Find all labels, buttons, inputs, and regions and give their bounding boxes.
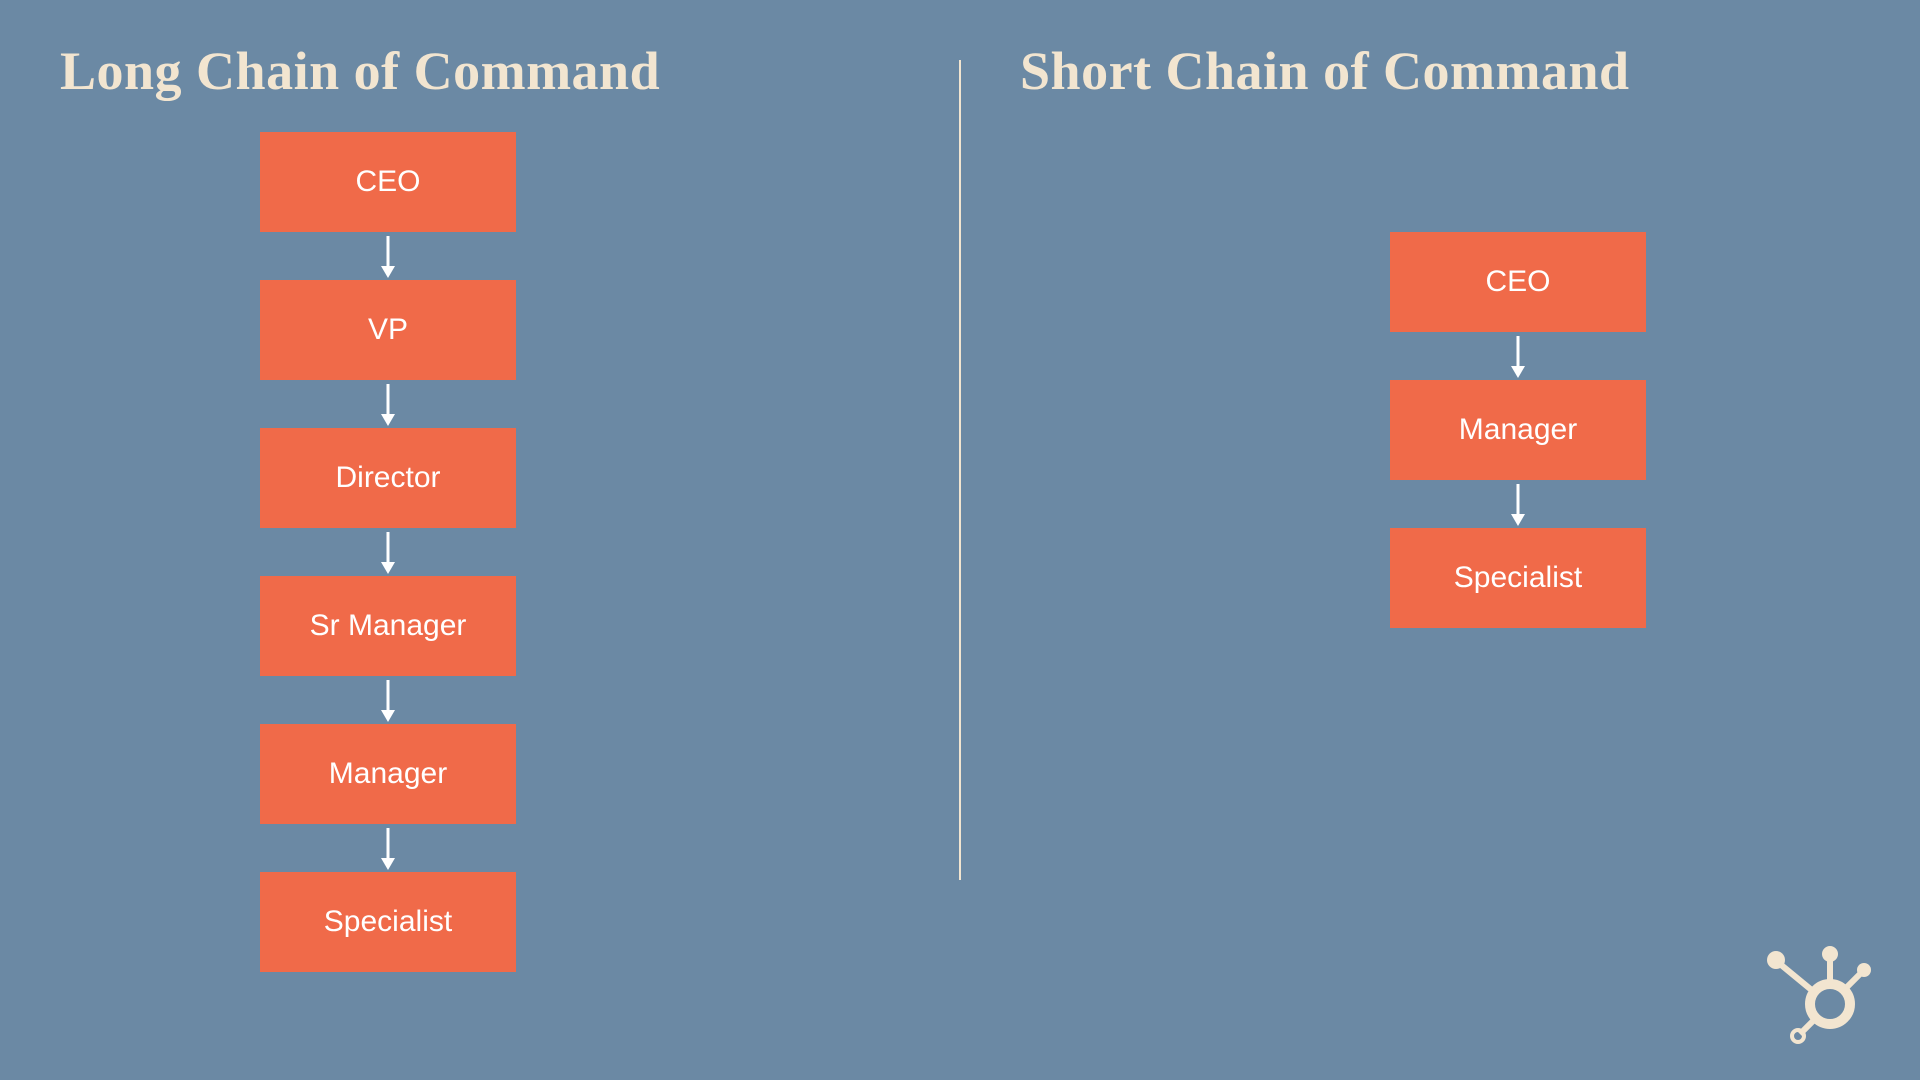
left-chain: CEO VP Director Sr Manager Manager Speci… bbox=[260, 132, 516, 972]
arrow-down-icon bbox=[1506, 480, 1530, 528]
left-panel: Long Chain of Command CEO VP Director Sr… bbox=[0, 0, 960, 1080]
right-panel: Short Chain of Command CEO Manager Speci… bbox=[960, 0, 1920, 1080]
arrow-down-icon bbox=[376, 528, 400, 576]
node-manager: Manager bbox=[260, 724, 516, 824]
diagram-container: Long Chain of Command CEO VP Director Sr… bbox=[0, 0, 1920, 1080]
hubspot-logo-icon bbox=[1762, 934, 1872, 1044]
left-title: Long Chain of Command bbox=[60, 40, 660, 102]
right-chain: CEO Manager Specialist bbox=[1390, 232, 1646, 628]
node-manager: Manager bbox=[1390, 380, 1646, 480]
arrow-down-icon bbox=[376, 232, 400, 280]
node-vp: VP bbox=[260, 280, 516, 380]
right-title: Short Chain of Command bbox=[1020, 40, 1630, 102]
node-ceo: CEO bbox=[260, 132, 516, 232]
arrow-down-icon bbox=[376, 676, 400, 724]
arrow-down-icon bbox=[376, 380, 400, 428]
arrow-down-icon bbox=[1506, 332, 1530, 380]
arrow-down-icon bbox=[376, 824, 400, 872]
node-ceo: CEO bbox=[1390, 232, 1646, 332]
vertical-divider bbox=[959, 60, 961, 880]
node-specialist: Specialist bbox=[1390, 528, 1646, 628]
node-director: Director bbox=[260, 428, 516, 528]
node-specialist: Specialist bbox=[260, 872, 516, 972]
node-sr-manager: Sr Manager bbox=[260, 576, 516, 676]
